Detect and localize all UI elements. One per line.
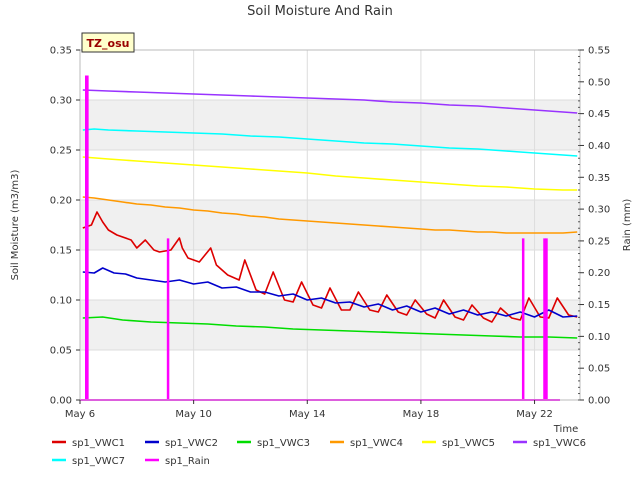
y2-tick-label: 0.55 xyxy=(588,46,610,57)
y2-tick-label: 0.00 xyxy=(588,396,610,407)
legend-label: sp1_VWC7 xyxy=(72,456,125,467)
legend-label: sp1_VWC4 xyxy=(350,438,403,449)
legend-item-sp1_VWC7: sp1_VWC7 xyxy=(52,456,125,467)
legend-label: sp1_VWC6 xyxy=(533,438,586,449)
x-tick-label: May 6 xyxy=(65,409,95,420)
grid-band xyxy=(80,300,580,350)
legend: sp1_VWC1 sp1_VWC2 sp1_VWC3 sp1_VWC4 sp1_VWC5… xyxy=(52,438,586,467)
y2-tick-label: 0.35 xyxy=(588,173,610,184)
y2-axis-label: Rain (mm) xyxy=(622,199,633,252)
legend-item-sp1_VWC4: sp1_VWC4 xyxy=(330,438,403,449)
grid-band xyxy=(80,100,580,150)
series-line-sp1_VWC6 xyxy=(82,89,578,114)
legend-label: sp1_VWC5 xyxy=(442,438,495,449)
y-tick-label: 0.10 xyxy=(50,296,72,307)
y-tick-label: 0.20 xyxy=(50,196,72,207)
grid-band xyxy=(80,200,580,250)
y2-tick-label: 0.40 xyxy=(588,141,610,152)
y-axis-label: Soil Moisture (m3/m3) xyxy=(10,170,21,281)
y-tick-label: 0.05 xyxy=(50,346,72,357)
series-line-sp1_VWC1 xyxy=(82,211,578,323)
chart-title: Soil Moisture And Rain xyxy=(247,4,393,19)
legend-label: sp1_VWC3 xyxy=(257,438,310,449)
y2-tick-label: 0.05 xyxy=(588,364,610,375)
legend-label: sp1_VWC2 xyxy=(165,438,218,449)
x-tick-label: May 22 xyxy=(516,409,553,420)
axes: 0.00 0.05 0.10 0.15 0.20 0.25 0.30 0.35 0.00 0.05… xyxy=(50,46,611,421)
y2-tick-label: 0.25 xyxy=(588,236,610,247)
series-line-sp1_VWC7 xyxy=(82,128,578,157)
series-layer xyxy=(80,75,578,401)
plot-frame xyxy=(79,49,581,401)
y2-tick-label: 0.15 xyxy=(588,300,610,311)
station-badge: TZ_osu xyxy=(81,32,135,53)
y-tick-label: 0.15 xyxy=(50,246,72,257)
y2-tick-label: 0.10 xyxy=(588,332,610,343)
grid xyxy=(79,49,580,401)
y2-tick-label: 0.45 xyxy=(588,109,610,120)
station-badge-box xyxy=(81,32,135,53)
legend-item-sp1_VWC1: sp1_VWC1 xyxy=(52,438,125,449)
legend-item-sp1_Rain: sp1_Rain xyxy=(145,456,210,467)
series-line-sp1_VWC5 xyxy=(82,156,578,191)
legend-item-sp1_VWC2: sp1_VWC2 xyxy=(145,438,218,449)
station-badge-label: TZ_osu xyxy=(87,37,130,50)
y-tick-label: 0.35 xyxy=(50,46,72,57)
y2-tick-label: 0.20 xyxy=(588,268,610,279)
x-tick-label: May 14 xyxy=(289,409,326,420)
y-tick-label: 0.30 xyxy=(50,96,72,107)
y2-tick-label: 0.30 xyxy=(588,205,610,216)
legend-item-sp1_VWC6: sp1_VWC6 xyxy=(513,438,586,449)
series-line-sp1_VWC4 xyxy=(82,196,578,234)
legend-item-sp1_VWC5: sp1_VWC5 xyxy=(422,438,495,449)
y-tick-label: 0.00 xyxy=(50,396,72,407)
legend-label: sp1_Rain xyxy=(165,456,210,467)
x-tick-label: May 10 xyxy=(175,409,212,420)
series-line-sp1_VWC2 xyxy=(82,267,578,318)
y2-tick-label: 0.50 xyxy=(588,77,610,88)
legend-item-sp1_VWC3: sp1_VWC3 xyxy=(237,438,310,449)
legend-label: sp1_VWC1 xyxy=(72,438,125,449)
x-axis-label: Time xyxy=(553,424,578,435)
y-tick-label: 0.25 xyxy=(50,146,72,157)
series-line-sp1_VWC3 xyxy=(82,316,578,339)
x-tick-label: May 18 xyxy=(403,409,440,420)
